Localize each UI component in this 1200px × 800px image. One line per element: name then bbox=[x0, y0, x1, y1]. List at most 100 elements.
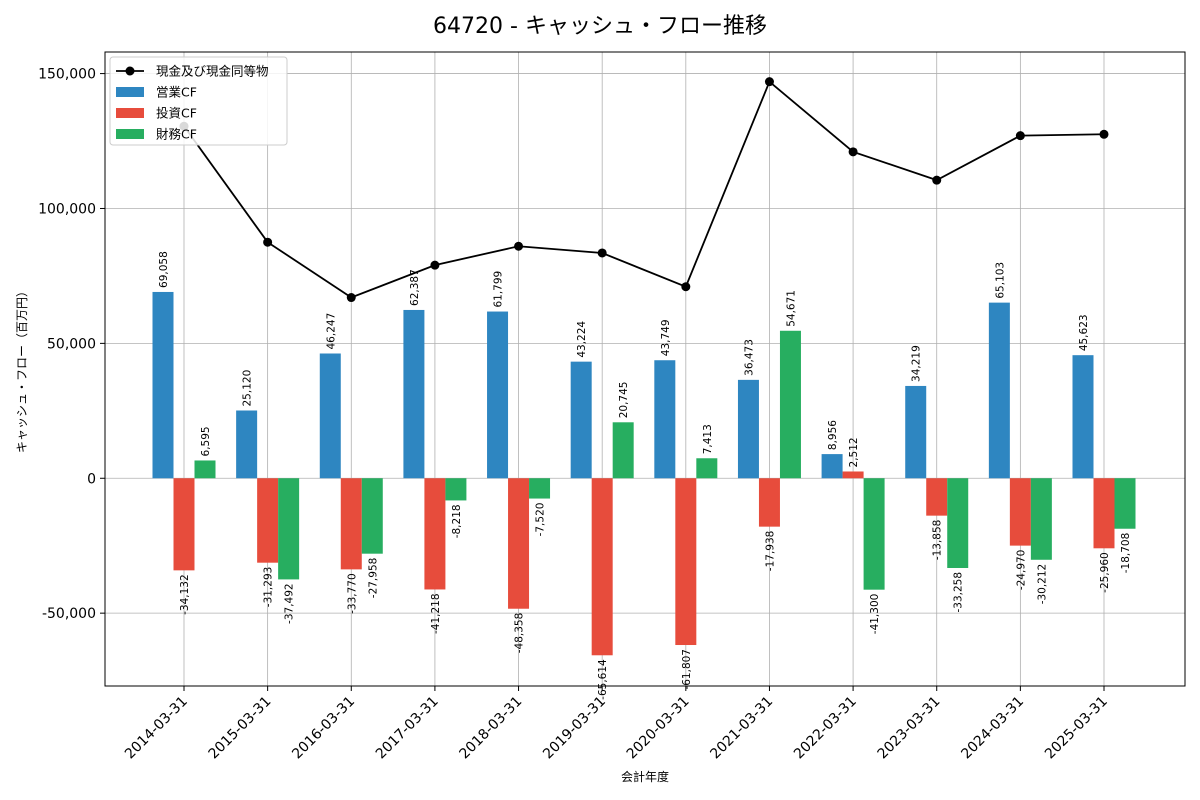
bar-value-label: -33,258 bbox=[953, 572, 965, 613]
bar-value-label: -48,358 bbox=[514, 613, 526, 654]
bar bbox=[654, 360, 676, 479]
bar bbox=[529, 478, 551, 499]
bar bbox=[926, 478, 948, 516]
legend-color-swatch bbox=[116, 108, 144, 118]
bar-value-label: 25,120 bbox=[242, 370, 254, 407]
cash-point bbox=[514, 241, 524, 251]
y-tick-label: 0 bbox=[87, 471, 96, 487]
bar bbox=[403, 309, 425, 479]
bar bbox=[737, 379, 759, 479]
bar bbox=[758, 478, 780, 527]
bar bbox=[1030, 478, 1052, 560]
bar bbox=[257, 478, 279, 563]
bar bbox=[821, 454, 843, 479]
bar bbox=[591, 478, 613, 656]
bar bbox=[905, 385, 927, 479]
bar-value-label: -24,970 bbox=[1015, 550, 1027, 591]
bar-value-label: -41,300 bbox=[869, 594, 881, 635]
y-tick-label: 150,000 bbox=[38, 67, 96, 83]
bar bbox=[1114, 478, 1136, 529]
bar bbox=[340, 478, 362, 570]
bar bbox=[424, 478, 446, 590]
legend-marker-swatch bbox=[125, 66, 135, 76]
bar-value-label: -65,614 bbox=[597, 659, 609, 700]
bar bbox=[1093, 478, 1115, 549]
bar bbox=[1009, 478, 1031, 546]
cash-point bbox=[1099, 129, 1109, 139]
cash-point bbox=[430, 260, 440, 270]
y-tick-label: 100,000 bbox=[38, 201, 96, 217]
bar bbox=[696, 458, 718, 479]
legend-color-swatch bbox=[116, 129, 144, 139]
bar bbox=[612, 422, 634, 479]
cash-point bbox=[681, 282, 691, 292]
bar-value-label: -61,807 bbox=[681, 649, 693, 690]
bar-value-label: -13,858 bbox=[932, 520, 944, 561]
bar-value-label: -25,960 bbox=[1099, 552, 1111, 593]
bar-value-label: 43,224 bbox=[576, 321, 588, 358]
y-tick-label: 50,000 bbox=[47, 336, 96, 352]
bar bbox=[947, 478, 969, 568]
bar bbox=[236, 410, 258, 479]
bar bbox=[278, 478, 300, 580]
bar bbox=[863, 478, 885, 590]
cash-point bbox=[848, 147, 858, 157]
bar-value-label: 20,745 bbox=[618, 382, 630, 419]
cash-point bbox=[346, 293, 356, 303]
y-axis-label: キャッシュ・フロー（百万円） bbox=[15, 285, 29, 453]
legend-label: 営業CF bbox=[156, 85, 197, 100]
cash-line bbox=[183, 80, 1105, 299]
bar bbox=[570, 361, 592, 479]
bar-value-label: 62,387 bbox=[409, 269, 421, 306]
bar bbox=[173, 478, 195, 571]
bar bbox=[842, 471, 864, 479]
bar bbox=[675, 478, 697, 646]
bar-value-label: 61,799 bbox=[493, 271, 505, 308]
bar-value-label: -30,212 bbox=[1036, 564, 1048, 605]
bar-value-label: 65,103 bbox=[994, 262, 1006, 299]
legend-label: 財務CF bbox=[156, 127, 197, 142]
legend-box bbox=[109, 56, 288, 146]
bar-value-label: -34,132 bbox=[179, 574, 191, 615]
y-tick-label: -50,000 bbox=[42, 606, 96, 622]
bar-value-label: 43,749 bbox=[660, 319, 672, 356]
cash-point bbox=[932, 175, 942, 185]
legend-label: 投資CF bbox=[156, 106, 197, 121]
bar-value-label: -8,218 bbox=[451, 504, 463, 538]
bar-value-label: 8,956 bbox=[827, 420, 839, 450]
bar bbox=[779, 330, 801, 479]
bar-value-label: 6,595 bbox=[200, 426, 212, 456]
bar-value-label: 7,413 bbox=[702, 424, 714, 454]
x-axis-label: 会計年度 bbox=[621, 769, 669, 784]
bar bbox=[152, 291, 174, 479]
bar bbox=[988, 302, 1010, 479]
bar-value-label: 34,219 bbox=[911, 345, 923, 382]
cash-point bbox=[1015, 131, 1025, 141]
bar bbox=[445, 478, 467, 501]
bar-value-label: -18,708 bbox=[1120, 533, 1132, 574]
line-layer bbox=[179, 77, 1109, 303]
bars-layer bbox=[152, 291, 1136, 656]
bar-value-label: 69,058 bbox=[158, 251, 170, 288]
legend-color-swatch bbox=[116, 87, 144, 97]
chart-title: 64720 - キャッシュ・フロー推移 bbox=[433, 14, 767, 39]
bar bbox=[361, 478, 383, 554]
bar-value-label: -37,492 bbox=[284, 583, 296, 624]
cash-point bbox=[764, 77, 774, 87]
plot-frame bbox=[104, 51, 1186, 687]
bar-value-label: 45,623 bbox=[1078, 314, 1090, 351]
bar-value-label: -7,520 bbox=[535, 503, 547, 537]
bar-value-label: -41,218 bbox=[430, 593, 442, 634]
bar-labels-layer: 69,058 25,120 46,247 62,387 61,799 43,224 43,7… bbox=[158, 251, 1132, 700]
bar bbox=[194, 460, 216, 479]
bar-value-label: 2,512 bbox=[848, 437, 860, 467]
bar-value-label: -27,958 bbox=[367, 558, 379, 599]
bar-value-label: -31,293 bbox=[263, 567, 275, 608]
bar-value-label: -33,770 bbox=[346, 573, 358, 614]
cash-point bbox=[597, 248, 607, 258]
cash-point bbox=[263, 237, 273, 247]
bar bbox=[508, 478, 530, 609]
